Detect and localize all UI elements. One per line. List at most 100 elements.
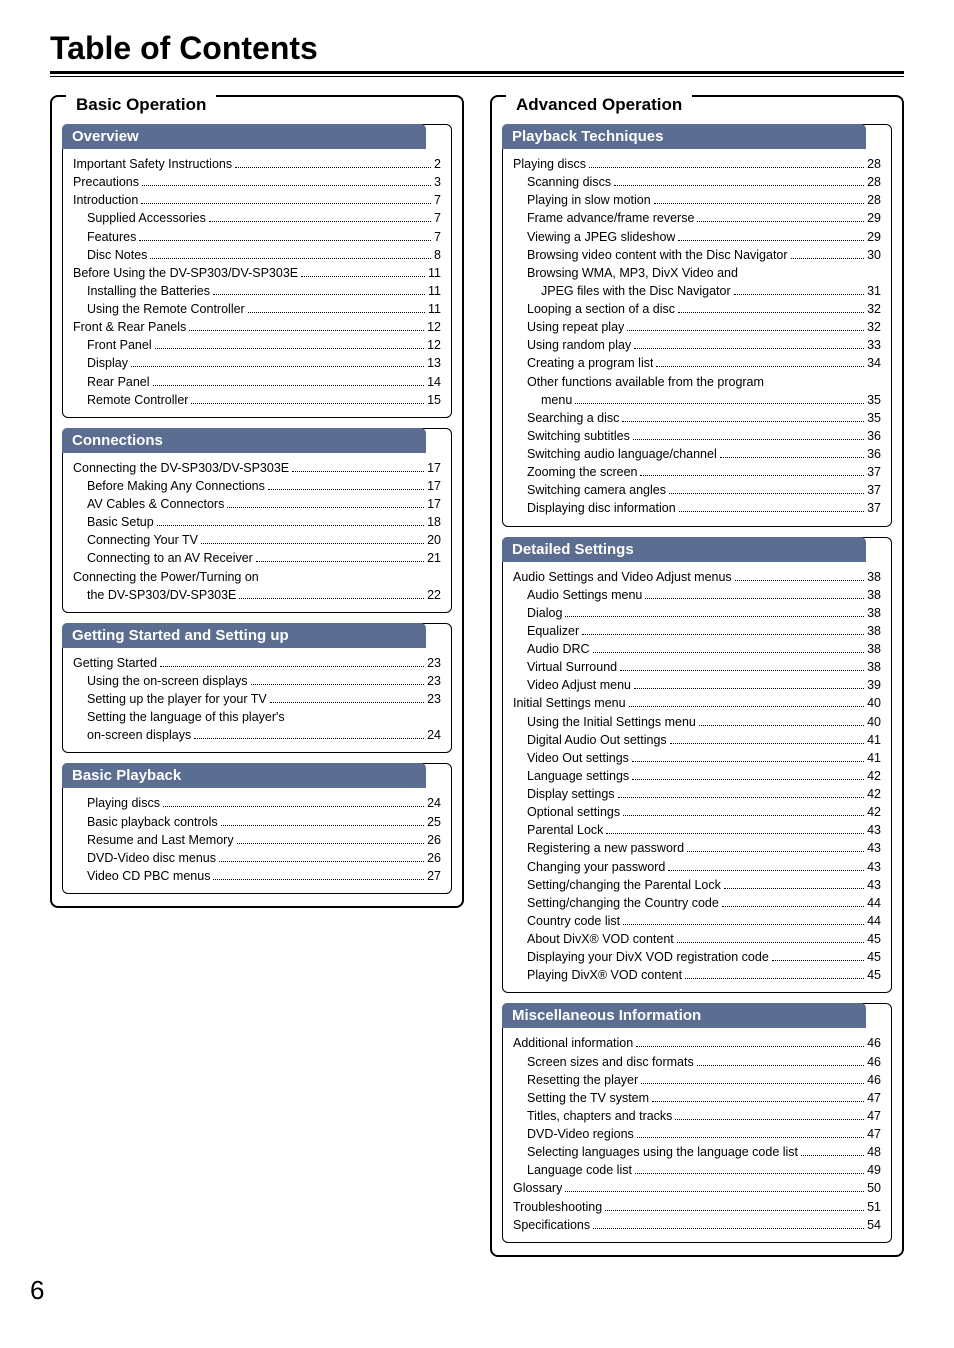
toc-label: Country code list	[527, 912, 620, 930]
toc-entry: Switching camera angles37	[513, 481, 881, 499]
toc-dots	[722, 906, 864, 907]
sub-section: Basic PlaybackPlaying discs24Basic playb…	[62, 763, 452, 894]
toc-label: Troubleshooting	[513, 1198, 602, 1216]
toc-label: Browsing WMA, MP3, DivX Video and	[527, 264, 738, 282]
toc-dots	[194, 738, 424, 739]
toc-page: 49	[867, 1161, 881, 1179]
toc-label: Specifications	[513, 1216, 590, 1234]
toc-dots	[153, 385, 425, 386]
toc-page: 18	[427, 513, 441, 531]
toc-label: Playing DivX® VOD content	[527, 966, 682, 984]
toc-dots	[160, 666, 424, 667]
toc-entry: Resetting the player 46	[513, 1071, 881, 1089]
toc-label: DVD-Video regions	[527, 1125, 634, 1143]
toc-dots	[209, 221, 431, 222]
toc-page: 17	[427, 459, 441, 477]
toc-dots	[623, 924, 864, 925]
toc-page: 45	[867, 948, 881, 966]
toc-dots	[131, 366, 424, 367]
toc-label: Before Making Any Connections	[87, 477, 265, 495]
toc-dots	[627, 330, 864, 331]
toc-page: 38	[867, 658, 881, 676]
toc-dots	[634, 688, 864, 689]
toc-dots	[237, 843, 425, 844]
toc-page: 48	[867, 1143, 881, 1161]
toc-entry: Other functions available from the progr…	[513, 373, 881, 391]
toc-page: 28	[867, 155, 881, 173]
toc-label: Looping a section of a disc	[527, 300, 675, 318]
toc-page: 44	[867, 894, 881, 912]
toc-entry: Zooming the screen37	[513, 463, 881, 481]
toc-page: 2	[434, 155, 441, 173]
toc-dots	[637, 1137, 864, 1138]
toc-label: Using the Initial Settings menu	[527, 713, 696, 731]
toc-entry: Remote Controller15	[73, 391, 441, 409]
toc-label: Setting up the player for your TV	[87, 690, 267, 708]
toc-label: Additional information	[513, 1034, 633, 1052]
toc-entry: Scanning discs28	[513, 173, 881, 191]
toc-label: Equalizer	[527, 622, 579, 640]
toc-entry: Disc Notes8	[73, 246, 441, 264]
toc-label: Features	[87, 228, 136, 246]
toc-label: on-screen displays	[87, 726, 191, 744]
toc-label: Parental Lock	[527, 821, 603, 839]
toc-entry: Setting the language of this player's	[73, 708, 441, 726]
toc-page: 46	[867, 1071, 881, 1089]
toc-dots	[163, 806, 424, 807]
toc-entry: Displaying disc information37	[513, 499, 881, 517]
toc-entry: Connecting the Power/Turning on	[73, 568, 441, 586]
toc-dots	[582, 634, 864, 635]
toc-entry: Installing the Batteries11	[73, 282, 441, 300]
toc-dots	[256, 561, 424, 562]
toc-dots	[670, 743, 864, 744]
left-column: Basic Operation OverviewImportant Safety…	[50, 95, 464, 1257]
toc-dots	[213, 879, 424, 880]
toc-label: AV Cables & Connectors	[87, 495, 224, 513]
sub-section-body: Getting Started23Using the on-screen dis…	[63, 648, 451, 753]
sub-section-header: Detailed Settings	[502, 537, 866, 562]
toc-label: Installing the Batteries	[87, 282, 210, 300]
toc-page: 33	[867, 336, 881, 354]
toc-label: Browsing video content with the Disc Nav…	[527, 246, 788, 264]
toc-entry: Frame advance/frame reverse29	[513, 209, 881, 227]
toc-entry: Playing DivX® VOD content45	[513, 966, 881, 984]
main-section-body: Playback TechniquesPlaying discs28Scanni…	[492, 118, 902, 1255]
sub-section: Getting Started and Setting upGetting St…	[62, 623, 452, 754]
toc-dots	[618, 797, 865, 798]
toc-page: 43	[867, 839, 881, 857]
toc-dots	[685, 978, 864, 979]
toc-page: 38	[867, 586, 881, 604]
toc-label: Glossary	[513, 1179, 562, 1197]
toc-page: 12	[427, 318, 441, 336]
toc-dots	[735, 580, 864, 581]
sub-section-header: Connections	[62, 428, 426, 453]
sub-section-body: Important Safety Instructions 2 Precaution…	[63, 149, 451, 417]
toc-label: Frame advance/frame reverse	[527, 209, 694, 227]
toc-label: Resetting the player	[527, 1071, 638, 1089]
toc-page: 7	[434, 228, 441, 246]
toc-entry: Before Using the DV-SP303/DV-SP303E11	[73, 264, 441, 282]
toc-entry: Supplied Accessories7	[73, 209, 441, 227]
toc-label: Optional settings	[527, 803, 620, 821]
toc-page: 14	[427, 373, 441, 391]
toc-page: 35	[867, 391, 881, 409]
toc-entry: Digital Audio Out settings41	[513, 731, 881, 749]
toc-page: 43	[867, 821, 881, 839]
toc-dots	[654, 203, 864, 204]
toc-entry: Audio DRC38	[513, 640, 881, 658]
toc-entry: Glossary50	[513, 1179, 881, 1197]
toc-label: Important Safety Instructions	[73, 155, 232, 173]
toc-label: Precautions	[73, 173, 139, 191]
sub-section: Connections Connecting the DV-SP303/DV-SP…	[62, 428, 452, 613]
toc-entry: Setting/changing the Country code44	[513, 894, 881, 912]
toc-label: Viewing a JPEG slideshow	[527, 228, 675, 246]
toc-label: Switching audio language/channel	[527, 445, 717, 463]
toc-dots	[268, 489, 424, 490]
toc-page: 7	[434, 191, 441, 209]
toc-label: Connecting the DV-SP303/DV-SP303E	[73, 459, 289, 477]
toc-page: 39	[867, 676, 881, 694]
toc-page: 51	[867, 1198, 881, 1216]
toc-label: Changing your password	[527, 858, 665, 876]
toc-page: 45	[867, 930, 881, 948]
toc-dots	[605, 1210, 864, 1211]
